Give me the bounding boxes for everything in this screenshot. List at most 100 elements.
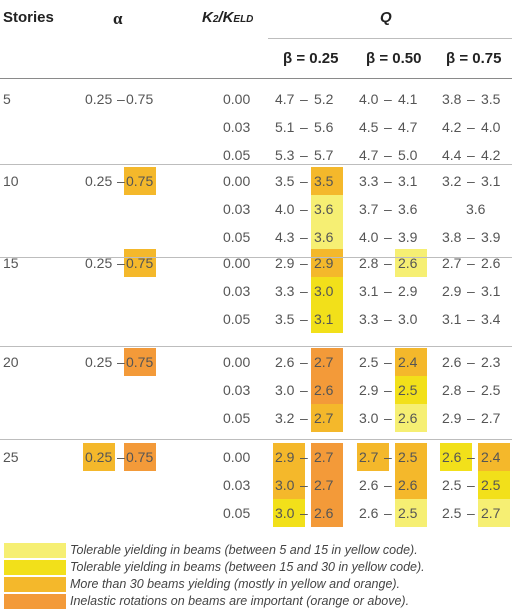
stories-value: 20 — [3, 354, 19, 370]
q-value-min: 3.0 — [275, 477, 295, 493]
q-value-min: 3.7 — [359, 201, 379, 217]
q-highlight — [311, 195, 343, 223]
k-ratio-main: K — [202, 9, 213, 26]
q-value-min: 3.8 — [442, 91, 462, 107]
q-value-sep: – — [467, 410, 475, 426]
q-value-min: 2.5 — [442, 505, 462, 521]
q-value-min: 2.6 — [359, 505, 379, 521]
alpha-max: 0.75 — [126, 255, 154, 271]
stories-value: 5 — [3, 91, 11, 107]
stories-value: 15 — [3, 255, 19, 271]
alpha-max: 0.75 — [126, 173, 154, 189]
q-value-max: 3.0 — [398, 311, 418, 327]
k-ratio-value: 0.03 — [223, 201, 251, 217]
q-value-min: 2.7 — [442, 255, 462, 271]
q-value-min: 3.3 — [275, 283, 295, 299]
q-highlight — [311, 499, 343, 527]
q-value-sep: – — [467, 91, 475, 107]
q-value-max: 3.6 — [398, 201, 418, 217]
q-value-sep: – — [384, 505, 392, 521]
q-value-sep: – — [384, 449, 392, 465]
k-ratio-value: 0.05 — [223, 147, 251, 163]
alpha-max: 0.75 — [126, 449, 154, 465]
k-ratio-value: 0.05 — [223, 505, 251, 521]
q-value-min: 4.0 — [359, 91, 379, 107]
q-highlight — [478, 443, 510, 471]
alpha-min: 0.25 — [85, 91, 113, 107]
k-ratio-sub1: 2 — [212, 14, 219, 25]
q-value-sep: – — [384, 410, 392, 426]
q-value-max: 5.2 — [314, 91, 334, 107]
q-value-min: 3.3 — [359, 173, 379, 189]
q-value-sep: – — [384, 255, 392, 271]
header-alpha: α — [113, 9, 123, 28]
legend-item: More than 30 beams yielding (mostly in y… — [0, 577, 512, 593]
k-ratio-sep: /K — [218, 9, 234, 26]
q-value-min: 2.8 — [442, 382, 462, 398]
alpha-min: 0.25 — [85, 173, 113, 189]
q-value-sep: – — [467, 119, 475, 135]
q-highlight — [311, 443, 343, 471]
alpha-max: 0.75 — [126, 354, 154, 370]
q-value-sep: – — [300, 382, 308, 398]
q-value-max: 3.1 — [398, 173, 418, 189]
q-value-min: 3.0 — [275, 505, 295, 521]
q-value-min: 4.4 — [442, 147, 462, 163]
q-value-min: 2.6 — [442, 449, 462, 465]
legend-swatch — [4, 560, 66, 575]
k-ratio-value: 0.03 — [223, 119, 251, 135]
q-highlight — [395, 249, 427, 277]
q-value-sep: – — [300, 449, 308, 465]
k-ratio-value: 0.03 — [223, 477, 251, 493]
alpha-highlight — [124, 167, 156, 195]
header-k-ratio: K2/KELD — [202, 9, 253, 26]
q-value-min: 3.2 — [275, 410, 295, 426]
header-q: Q — [380, 9, 392, 26]
q-value-min: 2.9 — [442, 410, 462, 426]
alpha-sep: – — [117, 354, 125, 370]
alpha-sep: – — [117, 255, 125, 271]
k-ratio-value: 0.03 — [223, 283, 251, 299]
q-highlight — [395, 443, 427, 471]
q-value-min: 4.7 — [275, 91, 295, 107]
q-highlight — [311, 305, 343, 333]
alpha-min: 0.25 — [85, 354, 113, 370]
legend-text: Tolerable yielding in beams (between 15 … — [70, 560, 425, 574]
q-value-max: 2.5 — [398, 505, 418, 521]
q-value-sep: – — [384, 91, 392, 107]
group-separator — [0, 164, 512, 165]
q-value-sep: – — [300, 229, 308, 245]
q-value-sep: – — [300, 354, 308, 370]
alpha-highlight — [124, 249, 156, 277]
q-value-max: 4.0 — [481, 119, 501, 135]
k-ratio-sub2: ELD — [233, 14, 254, 25]
q-value-max: 3.4 — [481, 311, 501, 327]
q-highlight — [273, 443, 305, 471]
q-value-max: 2.6 — [481, 255, 501, 271]
q-value-max: 5.0 — [398, 147, 418, 163]
q-value-max: 4.2 — [481, 147, 501, 163]
q-value-sep: – — [467, 354, 475, 370]
q-value-max: 2.6 — [398, 410, 418, 426]
q-value-sep: – — [467, 311, 475, 327]
q-value-min: 3.0 — [359, 410, 379, 426]
q-value-min: 3.5 — [275, 173, 295, 189]
q-value-min: 2.8 — [359, 255, 379, 271]
q-value-min: 2.6 — [275, 354, 295, 370]
q-value-max: 5.6 — [314, 119, 334, 135]
q-value-min: 2.6 — [442, 354, 462, 370]
q-value-min: 2.9 — [275, 449, 295, 465]
q-highlight — [311, 277, 343, 305]
alpha-sep: – — [117, 449, 125, 465]
q-value-sep: – — [467, 382, 475, 398]
legend-item: Tolerable yielding in beams (between 5 a… — [0, 543, 512, 559]
legend-swatch — [4, 594, 66, 609]
k-ratio-value: 0.05 — [223, 410, 251, 426]
q-value-sep: – — [467, 173, 475, 189]
q-value-sep: – — [300, 505, 308, 521]
stories-value: 25 — [3, 449, 19, 465]
q-value-sep: – — [300, 311, 308, 327]
q-value-sep: – — [467, 229, 475, 245]
q-value-max: 5.7 — [314, 147, 334, 163]
q-value-max: 2.7 — [314, 477, 334, 493]
